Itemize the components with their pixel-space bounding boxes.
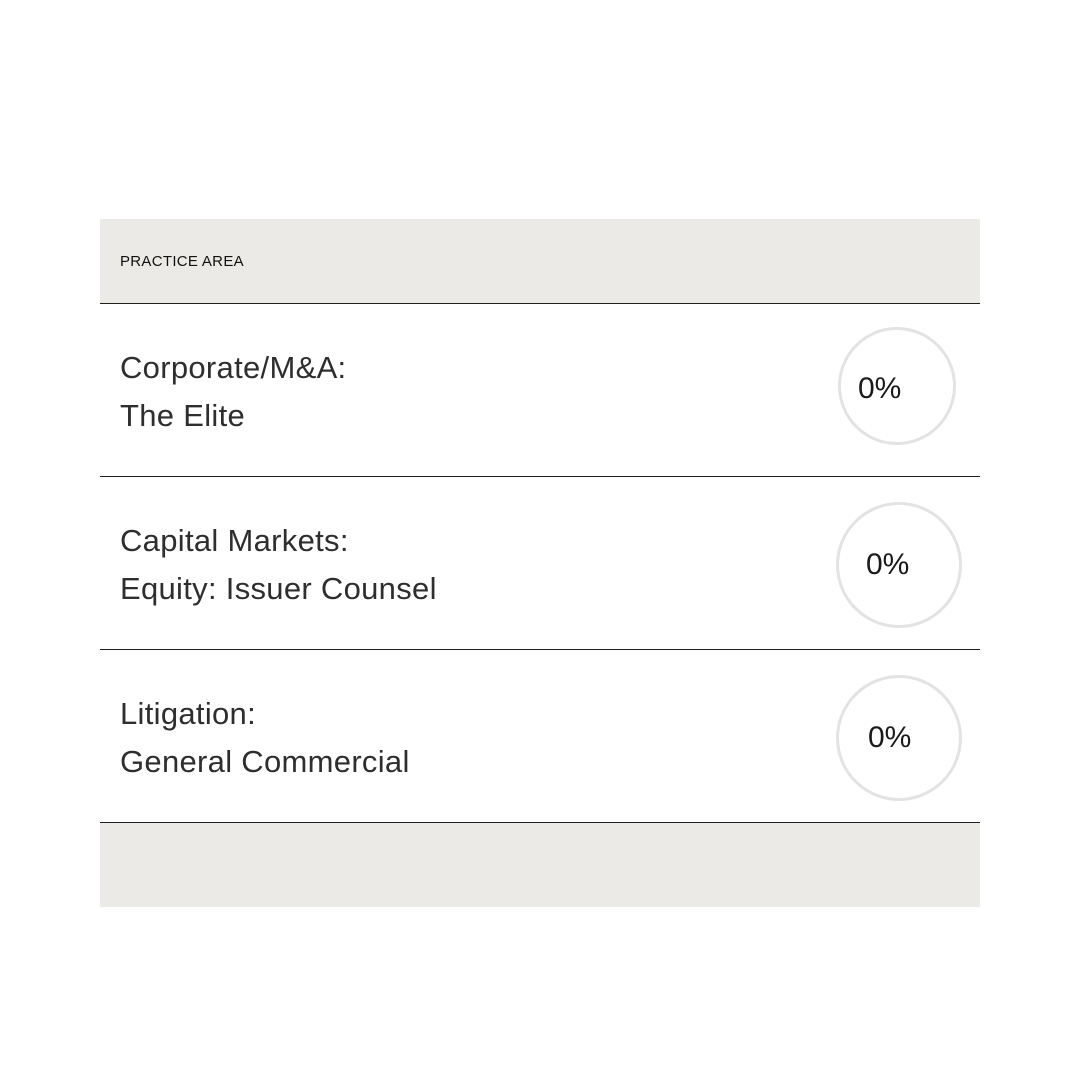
practice-area-line2: General Commercial	[120, 744, 410, 779]
progress-value: 0%	[868, 721, 912, 754]
table-row: Capital Markets: Equity: Issuer Counsel …	[100, 477, 980, 650]
progress-ring	[836, 502, 962, 628]
practice-area-line1: Capital Markets:	[120, 523, 349, 558]
practice-area-line2: Equity: Issuer Counsel	[120, 571, 437, 606]
practice-area-line1: Litigation:	[120, 696, 257, 731]
progress-ring	[836, 675, 962, 801]
practice-area-line1: Corporate/M&A:	[120, 350, 347, 385]
practice-area-line2: The Elite	[120, 398, 246, 433]
practice-area-name: Corporate/M&A: The Elite	[120, 344, 346, 440]
practice-area-table: PRACTICE AREA Corporate/M&A: The Elite 0…	[100, 219, 980, 907]
practice-area-name: Litigation: General Commercial	[120, 690, 410, 786]
table-header: PRACTICE AREA	[100, 219, 980, 304]
table-footer	[100, 823, 980, 907]
practice-area-header-label: PRACTICE AREA	[120, 252, 244, 270]
progress-ring	[838, 327, 956, 445]
table-row: Litigation: General Commercial 0%	[100, 650, 980, 823]
progress-value: 0%	[866, 548, 910, 581]
practice-area-name: Capital Markets: Equity: Issuer Counsel	[120, 517, 437, 613]
table-row: Corporate/M&A: The Elite 0%	[100, 304, 980, 477]
progress-value: 0%	[858, 372, 902, 405]
